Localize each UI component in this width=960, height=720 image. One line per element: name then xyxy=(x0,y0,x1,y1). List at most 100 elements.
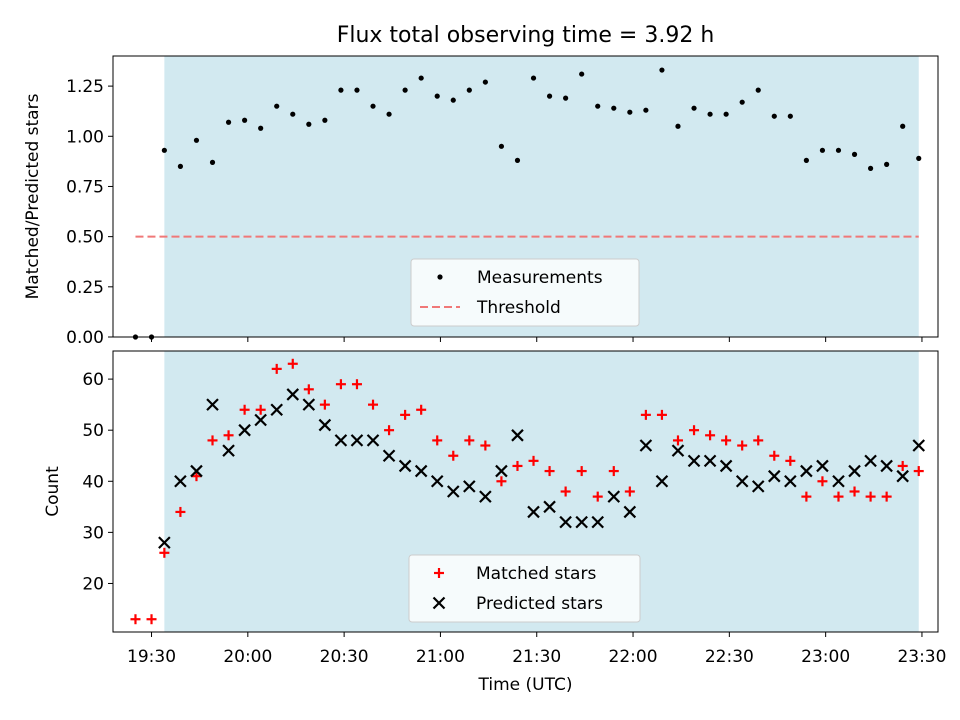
measurement-point xyxy=(691,105,697,111)
measurement-point xyxy=(354,87,360,93)
matched-star-point xyxy=(528,455,539,466)
predicted-star-point xyxy=(768,469,781,483)
predicted-star-point xyxy=(671,444,685,457)
matched-star-point xyxy=(849,486,860,497)
predicted-star-point xyxy=(446,485,460,498)
predicted-star-point xyxy=(302,398,316,411)
measurement-point xyxy=(787,113,793,119)
y-tick-label: 50 xyxy=(82,421,104,441)
matched-star-point xyxy=(432,435,443,446)
predicted-star-point xyxy=(382,449,396,463)
predicted-star-point xyxy=(495,464,508,478)
matched-star-point xyxy=(175,506,186,517)
predicted-star-point xyxy=(430,475,444,488)
x-stroke xyxy=(543,500,556,514)
measurement-point xyxy=(755,87,761,93)
legend-matched-label: Matched stars xyxy=(476,564,596,584)
x-stroke xyxy=(190,464,203,478)
x-stroke xyxy=(719,459,733,473)
x-stroke xyxy=(800,464,813,478)
predicted-star-point xyxy=(350,434,364,447)
matched-star-point xyxy=(303,384,314,395)
matched-star-point xyxy=(576,466,587,477)
measurement-point xyxy=(675,123,681,129)
matched-star-point xyxy=(223,430,234,441)
predicted-star-point xyxy=(206,398,219,411)
measurement-point xyxy=(322,117,328,123)
measurement-point xyxy=(835,147,842,153)
matched-star-point xyxy=(592,491,603,502)
predicted-star-point xyxy=(864,454,877,468)
predicted-star-point xyxy=(655,475,669,488)
predicted-star-point xyxy=(222,444,235,457)
x-stroke xyxy=(591,515,605,529)
measurement-point xyxy=(274,103,280,109)
measurement-point xyxy=(498,143,505,149)
predicted-star-point xyxy=(880,459,893,473)
bottom-panel: 20 30 40 50 60 19:30 20:00 20:30 21:00 21:30 22:0… xyxy=(43,350,946,695)
matched-star-point xyxy=(560,486,571,497)
y-tick-label: 60 xyxy=(82,370,104,390)
measurement-point xyxy=(434,93,440,99)
predicted-star-point xyxy=(703,454,717,468)
predicted-star-point xyxy=(238,423,251,437)
top-legend: Measurements Threshold xyxy=(410,258,640,327)
x-stroke xyxy=(222,444,235,457)
measurement-point xyxy=(514,157,521,163)
x-stroke xyxy=(430,475,444,488)
x-stroke xyxy=(334,434,348,447)
legend-measurements-marker xyxy=(437,274,443,280)
predicted-star-point xyxy=(896,469,909,483)
legend-matched-marker xyxy=(434,568,444,578)
x-stroke xyxy=(511,429,524,442)
x-tick-label: 21:00 xyxy=(416,647,465,667)
legend-measurements-label: Measurements xyxy=(477,268,603,288)
x-axis-label: Time (UTC) xyxy=(478,675,573,695)
predicted-star-point xyxy=(366,434,380,447)
measurement-point xyxy=(900,123,906,129)
y-tick-label: 0.00 xyxy=(66,328,104,348)
measurement-point xyxy=(402,87,408,93)
x-stroke xyxy=(432,596,446,610)
predicted-star-point xyxy=(639,439,653,452)
predicted-star-point xyxy=(575,515,588,529)
matched-star-point xyxy=(624,486,635,497)
matched-star-point xyxy=(255,404,266,415)
x-stroke xyxy=(896,469,909,483)
x-stroke xyxy=(703,454,717,468)
predicted-star-point xyxy=(463,480,476,493)
x-tick-label: 23:30 xyxy=(897,647,946,667)
measurement-point xyxy=(563,95,569,101)
matched-star-point xyxy=(753,435,764,446)
x-stroke xyxy=(687,454,701,468)
matched-star-point xyxy=(400,409,411,420)
x-stroke xyxy=(158,536,171,549)
x-stroke xyxy=(174,475,187,488)
predicted-star-point xyxy=(527,505,540,519)
bottom-axes-frame xyxy=(112,350,939,633)
measurement-point xyxy=(819,147,826,153)
x-stroke xyxy=(495,464,508,478)
predicted-star-point xyxy=(751,480,765,493)
matched-star-point xyxy=(239,404,250,415)
x-tick-label: 20:30 xyxy=(320,647,369,667)
matched-star-point xyxy=(801,491,812,502)
x-stroke xyxy=(655,475,669,488)
measurement-point xyxy=(643,107,649,113)
x-stroke xyxy=(479,490,492,503)
top-y-axis-label: Matched/Predicted stars xyxy=(23,93,43,299)
predicted-star-point xyxy=(719,459,733,473)
bottom-legend: Matched stars Predicted stars xyxy=(408,554,641,623)
matched-star-point xyxy=(496,476,507,487)
x-stroke xyxy=(302,398,316,411)
measurement-point xyxy=(867,165,874,171)
matched-star-point xyxy=(672,435,683,446)
measurement-point xyxy=(290,111,296,117)
x-stroke xyxy=(751,480,765,493)
x-stroke xyxy=(768,469,781,483)
x-stroke xyxy=(832,475,845,488)
y-tick-label: 20 xyxy=(82,574,104,594)
matched-star-point xyxy=(448,450,459,461)
measurement-point xyxy=(306,121,312,127)
predicted-star-point xyxy=(559,515,572,529)
